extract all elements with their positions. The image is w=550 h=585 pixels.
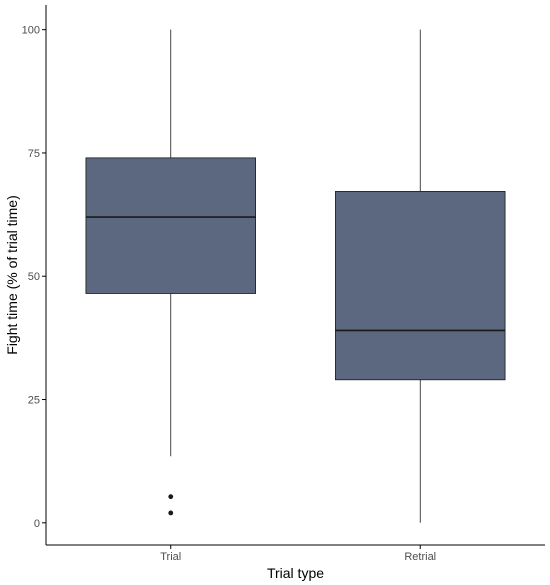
iqr-box-trial [85,157,256,294]
x-tick-label-retrial: Retrial [404,551,436,563]
outlier-point-trial-2 [168,510,174,516]
y-tick-label-100: 100 [22,25,40,37]
x-axis-title: Trial type [267,565,324,581]
box-retrial [335,29,506,523]
axes-layer: 0 25 50 75 100 Trial Retrial [22,5,545,563]
x-tick-label-trial: Trial [160,551,181,563]
y-tick-label-0: 0 [34,518,40,530]
iqr-box-retrial [335,191,506,381]
y-tick-label-25: 25 [28,395,40,407]
boxes-layer [85,29,506,523]
box-trial [85,29,256,516]
y-tick-label-50: 50 [28,271,40,283]
y-axis-title: Fight time (% of trial time) [4,195,20,354]
outlier-point-trial-1 [168,494,174,500]
y-tick-label-75: 75 [28,148,40,160]
